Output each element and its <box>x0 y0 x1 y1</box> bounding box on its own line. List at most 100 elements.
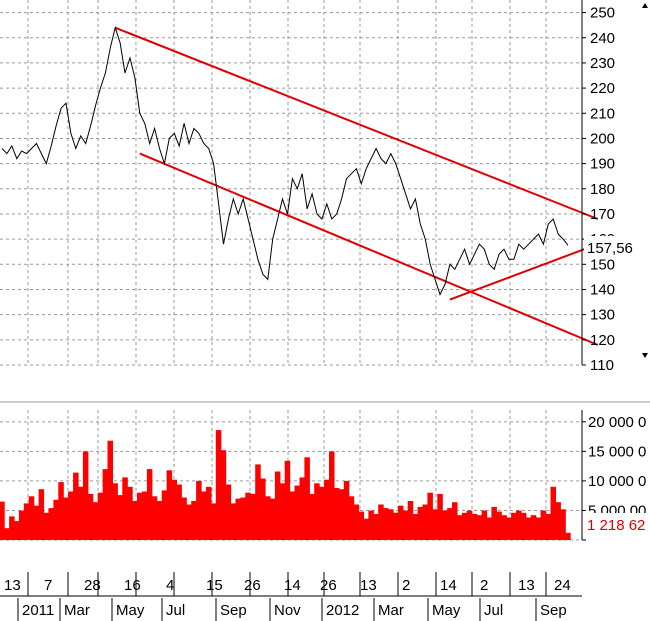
volume-bar <box>201 491 207 540</box>
volume-bar <box>260 478 266 540</box>
volume-bar <box>329 451 335 540</box>
volume-bar <box>215 430 222 540</box>
volume-bar <box>466 510 473 540</box>
volume-bar <box>82 451 89 540</box>
volume-label-box <box>584 513 650 535</box>
last-volume-label: 1 218 62 <box>587 517 645 534</box>
day-label: 7 <box>44 577 52 594</box>
volume-bar <box>250 493 256 540</box>
volume-bar <box>92 502 99 540</box>
volume-bar <box>78 486 84 540</box>
volume-bar <box>373 514 379 540</box>
volume-bar <box>363 518 369 540</box>
volume-bar <box>176 484 182 540</box>
volume-bar <box>14 521 20 540</box>
volume-bar <box>102 469 109 540</box>
volume-bar <box>166 470 173 540</box>
volume-bar <box>210 503 217 540</box>
price-tick-label: 190 <box>590 156 615 173</box>
volume-bar <box>560 509 566 540</box>
volume-bar <box>186 504 192 540</box>
volume-tick-label: 15 000 0 <box>588 443 646 460</box>
day-labels: 13 7 28 16 4 15 26 14 26 13 2 14 2 13 24 <box>4 572 571 596</box>
day-label: 13 <box>518 577 535 594</box>
volume-bar <box>142 491 148 540</box>
volume-bar <box>181 497 187 540</box>
volume-bar <box>442 510 448 540</box>
day-label: 14 <box>440 577 457 594</box>
scroll-up-arrow-icon[interactable] <box>642 3 648 8</box>
volume-bar <box>432 509 438 540</box>
volume-bar <box>161 490 168 540</box>
volume-bar <box>402 510 409 540</box>
day-label: 15 <box>206 577 223 594</box>
volume-bar <box>353 504 360 540</box>
volume-bar <box>457 515 463 540</box>
day-label: 28 <box>84 577 101 594</box>
time-axis: 13 7 28 16 4 15 26 14 26 13 2 14 2 13 24 2011 Mar May Jul… <box>0 570 650 621</box>
price-tick-label: 230 <box>590 55 615 72</box>
volume-bar <box>23 503 30 540</box>
volume-bar <box>132 501 138 540</box>
volume-bar <box>481 510 488 540</box>
volume-tick-label: 10 000 0 <box>588 473 646 490</box>
volume-bar <box>240 497 246 540</box>
price-tick-label: 250 <box>590 5 615 22</box>
volume-bar <box>520 512 527 540</box>
volume-bar <box>496 511 502 540</box>
volume-bar <box>87 493 94 540</box>
volume-bar <box>122 477 128 540</box>
trend-line-support <box>449 243 599 301</box>
volume-bar <box>265 496 271 540</box>
price-plot-area <box>0 0 582 365</box>
volume-bar <box>151 496 158 540</box>
volume-bar <box>535 517 542 540</box>
volume-bar <box>412 514 419 540</box>
volume-bar <box>274 471 281 540</box>
volume-bar <box>530 515 537 540</box>
scroll-down-arrow-icon[interactable] <box>642 353 648 358</box>
day-label: 13 <box>360 577 377 594</box>
volume-bar <box>393 512 399 540</box>
volume-bar <box>235 498 241 540</box>
volume-bar <box>220 450 227 540</box>
month-label: May <box>116 602 145 619</box>
volume-bar <box>279 483 286 540</box>
volume-bar <box>117 495 123 540</box>
price-label-box <box>584 236 640 258</box>
price-scroll-arrows[interactable] <box>642 3 648 358</box>
volume-bar <box>486 517 492 540</box>
price-panel: 1101201301401501601701801902002102202302… <box>0 0 648 374</box>
price-tick-label: 210 <box>590 105 615 122</box>
day-label: 2 <box>480 577 488 594</box>
volume-tick-label: 20 000 0 <box>588 414 646 431</box>
volume-bar <box>230 503 237 540</box>
volume-bar <box>38 489 45 540</box>
month-label: Jul <box>166 602 185 619</box>
volume-bar <box>358 511 364 540</box>
volume-bar <box>9 516 15 540</box>
volume-bar <box>33 505 40 540</box>
day-label: 16 <box>124 577 141 594</box>
volume-bar <box>540 510 547 540</box>
price-tick-label: 180 <box>590 181 615 198</box>
month-label: Jul <box>484 602 503 619</box>
last-price-label: 157,56 <box>587 240 633 257</box>
price-tick-label: 150 <box>590 256 615 273</box>
volume-bar <box>112 483 118 540</box>
volume-bar <box>309 493 315 540</box>
volume-bar <box>146 469 153 540</box>
day-label: 4 <box>166 577 174 594</box>
volume-bar <box>73 472 79 540</box>
volume-bar <box>461 512 468 540</box>
volume-bar <box>171 479 177 540</box>
volume-bar <box>422 504 428 540</box>
volume-bar <box>378 504 384 540</box>
volume-bar <box>437 493 443 540</box>
volume-bar <box>343 480 350 540</box>
volume-bar <box>137 492 143 540</box>
volume-bar <box>255 464 261 540</box>
volume-bar <box>516 510 522 540</box>
volume-bar <box>550 486 556 540</box>
